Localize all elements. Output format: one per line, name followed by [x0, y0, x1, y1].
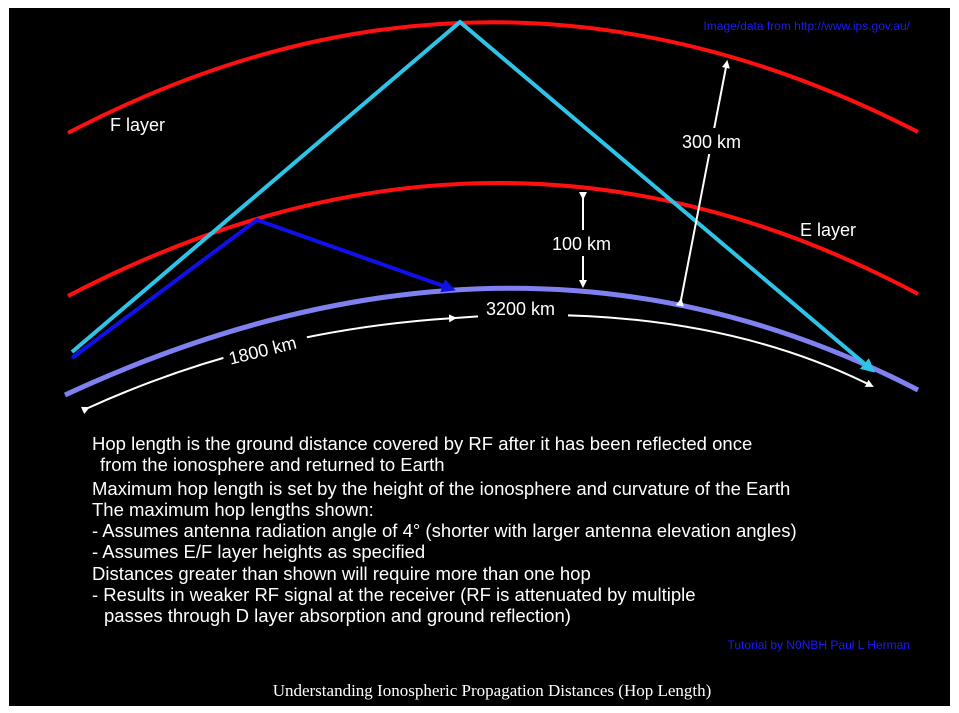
- body-line: from the ionosphere and returned to Eart…: [100, 454, 445, 475]
- credit: Tutorial by N0NBH Paul L Herman: [727, 638, 910, 652]
- body-line: The maximum hop lengths shown:: [92, 499, 374, 520]
- body-line: Distances greater than shown will requir…: [92, 563, 591, 584]
- distance-label: 100 km: [552, 234, 611, 254]
- caption: Understanding Ionospheric Propagation Di…: [273, 681, 712, 700]
- body-line: - Assumes E/F layer heights as specified: [92, 541, 425, 562]
- distance-label: 3200 km: [486, 299, 555, 319]
- body-line: Hop length is the ground distance covere…: [92, 433, 752, 454]
- page: Image/data from http://www.ips.gov.au/ F…: [0, 0, 959, 713]
- body-line: - Results in weaker RF signal at the rec…: [92, 584, 696, 605]
- body-line: - Assumes antenna radiation angle of 4° …: [92, 520, 797, 541]
- source-note: Image/data from http://www.ips.gov.au/: [703, 19, 910, 33]
- layer-label: E layer: [800, 220, 856, 240]
- layer-label: F layer: [110, 115, 165, 135]
- slide: Image/data from http://www.ips.gov.au/ F…: [0, 0, 959, 713]
- distance-label: 300 km: [682, 132, 741, 152]
- body-line: Maximum hop length is set by the height …: [92, 478, 790, 499]
- body-line: passes through D layer absorption and gr…: [104, 605, 571, 626]
